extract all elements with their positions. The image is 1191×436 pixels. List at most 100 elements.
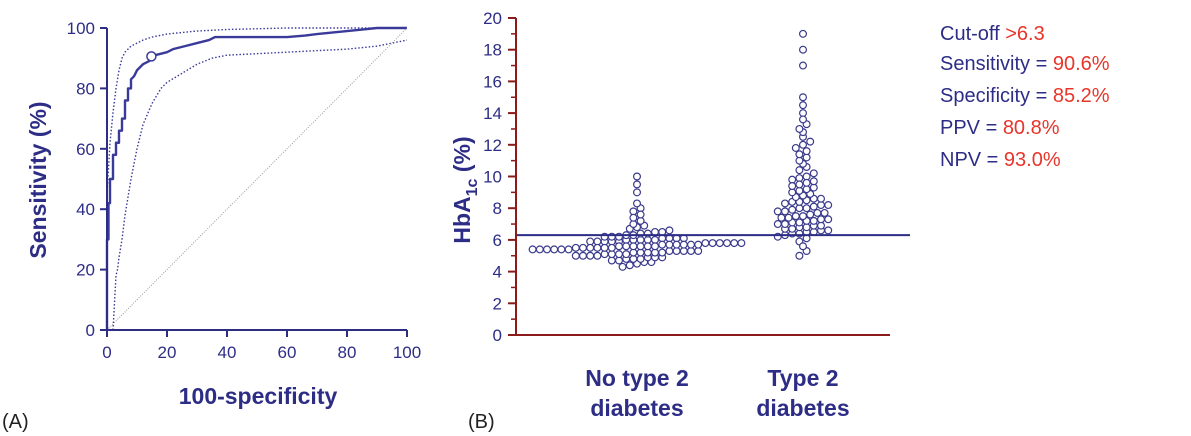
hba1c-data-point	[607, 243, 616, 252]
hba1c-data-point	[550, 245, 559, 254]
hba1c-data-point	[737, 239, 746, 248]
hba1c-data-point	[802, 147, 811, 156]
hba1c-data-point	[798, 93, 807, 102]
category-label-diabetes-2: diabetes	[756, 395, 849, 421]
hba1c-data-point	[578, 243, 587, 252]
hba1c-data-point	[824, 226, 833, 235]
hba1c-y-tick-label: 2	[493, 294, 502, 313]
hba1c-data-point	[824, 201, 833, 210]
hba1c-data-point	[629, 213, 638, 222]
hba1c-data-point	[795, 180, 804, 189]
hba1c-data-point	[643, 242, 652, 251]
hba1c-data-point	[629, 242, 638, 251]
hba1c-data-point	[636, 210, 645, 219]
hba1c-data-point	[571, 251, 580, 260]
hba1c-data-point	[701, 239, 710, 248]
hba1c-data-point	[806, 137, 815, 146]
hba1c-data-point	[535, 245, 544, 254]
stat-ppv-value: 80.8%	[1003, 117, 1060, 139]
roc-ci-curve	[106, 27, 407, 195]
hba1c-data-point	[798, 212, 807, 221]
hba1c-data-point	[614, 250, 623, 259]
category-label-no-diabetes-2: diabetes	[590, 395, 683, 421]
hba1c-data-point	[632, 172, 641, 181]
category-label-diabetes-1: Type 2	[767, 365, 838, 391]
stat-npv: NPV = 93.0%	[940, 149, 1061, 171]
hba1c-data-point	[777, 213, 786, 222]
roc-y-tick-label: 40	[76, 200, 95, 219]
hba1c-data-point	[686, 240, 695, 249]
hba1c-data-point	[658, 248, 667, 257]
hba1c-data-point	[622, 242, 631, 251]
category-label-no-diabetes-1: No type 2	[585, 365, 689, 391]
hba1c-data-point	[586, 243, 595, 252]
hba1c-data-point	[593, 243, 602, 252]
hba1c-data-point	[809, 169, 818, 178]
hba1c-y-tick-label: 6	[493, 231, 502, 250]
hba1c-data-point	[795, 166, 804, 175]
hba1c-data-point	[798, 45, 807, 54]
hba1c-data-point	[636, 242, 645, 251]
hba1c-data-point	[820, 208, 829, 217]
hba1c-data-point	[625, 261, 634, 270]
hba1c-data-point	[795, 124, 804, 133]
hba1c-data-point	[586, 251, 595, 260]
hba1c-y-tick-label: 14	[483, 104, 502, 123]
stat-npv-value: 93.0%	[1004, 149, 1061, 171]
hba1c-data-point	[780, 199, 789, 208]
hba1c-data-point	[600, 243, 609, 252]
hba1c-data-point	[798, 115, 807, 124]
panel-label-a: (A)	[2, 411, 29, 433]
hba1c-data-point	[557, 245, 566, 254]
stat-ppv: PPV = 80.8%	[940, 117, 1060, 139]
hba1c-data-point	[665, 240, 674, 249]
hba1c-data-point	[665, 226, 674, 235]
hba1c-data-point	[622, 250, 631, 259]
stat-specificity-label: Specificity =	[940, 85, 1053, 107]
hba1c-data-point	[802, 204, 811, 213]
hba1c-y-tick-label: 4	[493, 263, 502, 282]
stats-legend: Cut-off >6.3 Sensitivity = 90.6% Specifi…	[940, 23, 1110, 171]
roc-y-tick-label: 60	[76, 140, 95, 159]
hba1c-label-sub: 1c	[464, 178, 481, 196]
hba1c-data-point	[694, 240, 703, 249]
hba1c-data-point	[773, 207, 782, 216]
hba1c-data-point	[715, 239, 724, 248]
hba1c-data-point	[795, 251, 804, 260]
hba1c-data-point	[798, 140, 807, 149]
hba1c-label-suffix: (%)	[449, 136, 475, 178]
roc-y-tick-label: 0	[86, 321, 95, 340]
hba1c-data-point	[571, 243, 580, 252]
roc-y-tick-label: 20	[76, 261, 95, 280]
hba1c-panel: 0 2 4 6 8 10 12 14 16 18 20 HbA1c (%) No type 2 di…	[449, 9, 910, 433]
hba1c-data-point	[780, 220, 789, 229]
roc-x-tick-label: 80	[338, 343, 357, 362]
hba1c-label-main: HbA	[449, 196, 475, 243]
hba1c-data-point	[795, 218, 804, 227]
roc-x-tick-label: 40	[218, 343, 237, 362]
hba1c-data-point	[672, 240, 681, 249]
roc-reference-line	[106, 27, 408, 331]
hba1c-data-point	[780, 207, 789, 216]
roc-ticks: 0 20 40 60 80 100 0 20 40 60 80 100	[67, 19, 422, 362]
stat-sensitivity-value: 90.6%	[1053, 53, 1110, 75]
hba1c-data-point	[798, 242, 807, 251]
stat-npv-label: NPV =	[940, 149, 1004, 171]
roc-x-tick-label: 0	[102, 343, 111, 362]
roc-series	[105, 26, 408, 331]
hba1c-data-point	[798, 29, 807, 38]
hba1c-data-point	[542, 245, 551, 254]
roc-panel: 0 20 40 60 80 100 0 20 40 60 80 100 100-specificity…	[2, 19, 421, 433]
hba1c-ticks: 0 2 4 6 8 10 12 14 16 18 20	[483, 9, 516, 345]
roc-x-tick-label: 60	[278, 343, 297, 362]
hba1c-y-tick-label: 10	[483, 168, 502, 187]
stat-cutoff-label: Cut-off	[940, 23, 1005, 45]
roc-x-tick-label: 100	[393, 343, 421, 362]
hba1c-data-point	[788, 205, 797, 214]
hba1c-data-point	[809, 202, 818, 211]
hba1c-data-point	[722, 239, 731, 248]
hba1c-data-point	[791, 212, 800, 221]
hba1c-data-point	[614, 242, 623, 251]
hba1c-data-point	[730, 239, 739, 248]
